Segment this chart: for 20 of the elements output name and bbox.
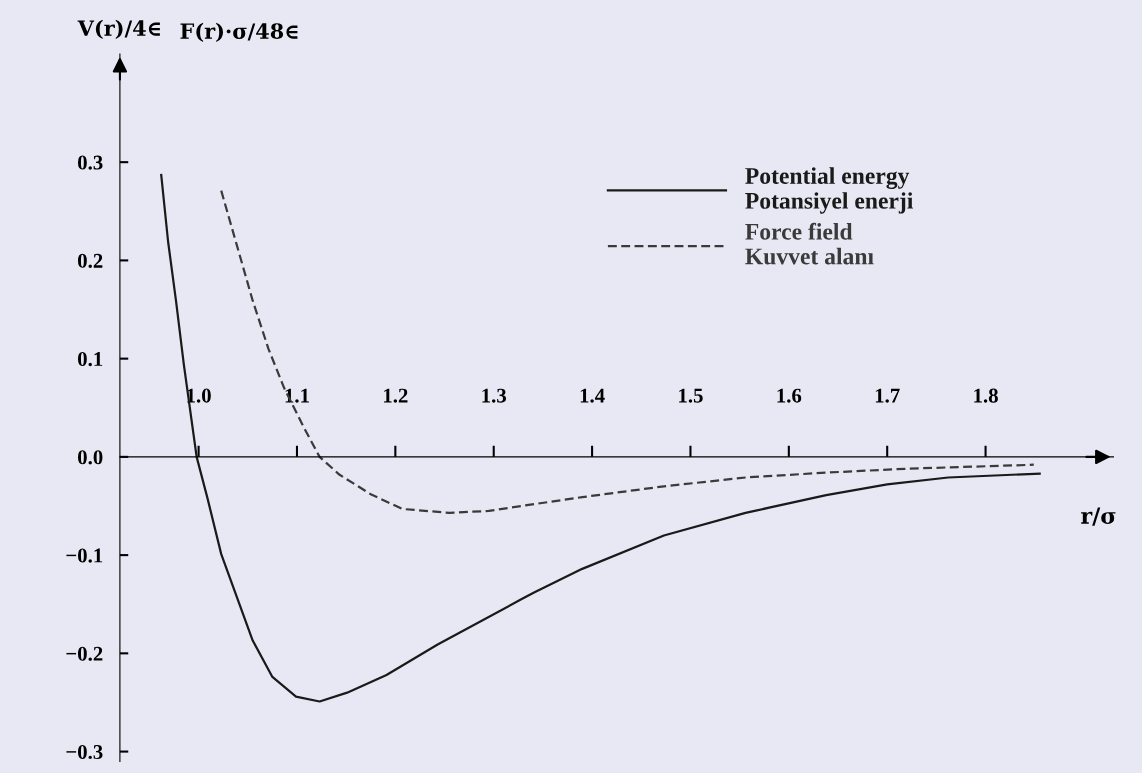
line-series — [220, 189, 1035, 514]
text: Potential energy Potansiyel enerji — [745, 167, 914, 214]
x-tick-label: 1.5 — [679, 388, 703, 403]
text: Force field Kuvvet alanı — [745, 222, 874, 265]
x-axis-title: r/σ — [1081, 507, 1116, 526]
x-tick-label: 1.4 — [580, 388, 605, 403]
y-axis-title: V(r)/4∈ — [77, 19, 160, 39]
y-tick-label: −0.2 — [66, 646, 103, 661]
y-tick-label: −0.1 — [66, 548, 103, 563]
y-tick-label: 0.2 — [78, 253, 103, 268]
y-tick-label: 0.3 — [78, 155, 103, 170]
text: F(r)·σ/48∈ — [180, 22, 298, 42]
y-tick-label: −0.3 — [66, 744, 103, 760]
x-tick-label: 1.2 — [384, 388, 408, 403]
x-tick-label: 1.8 — [974, 388, 998, 403]
y-tick-label: 0.0 — [78, 450, 103, 465]
y-tick-label: 0.1 — [78, 352, 103, 367]
x-tick-label: 1.6 — [777, 388, 802, 403]
x-tick-label: 1.3 — [482, 388, 507, 403]
x-tick-label: 1.7 — [875, 388, 900, 403]
